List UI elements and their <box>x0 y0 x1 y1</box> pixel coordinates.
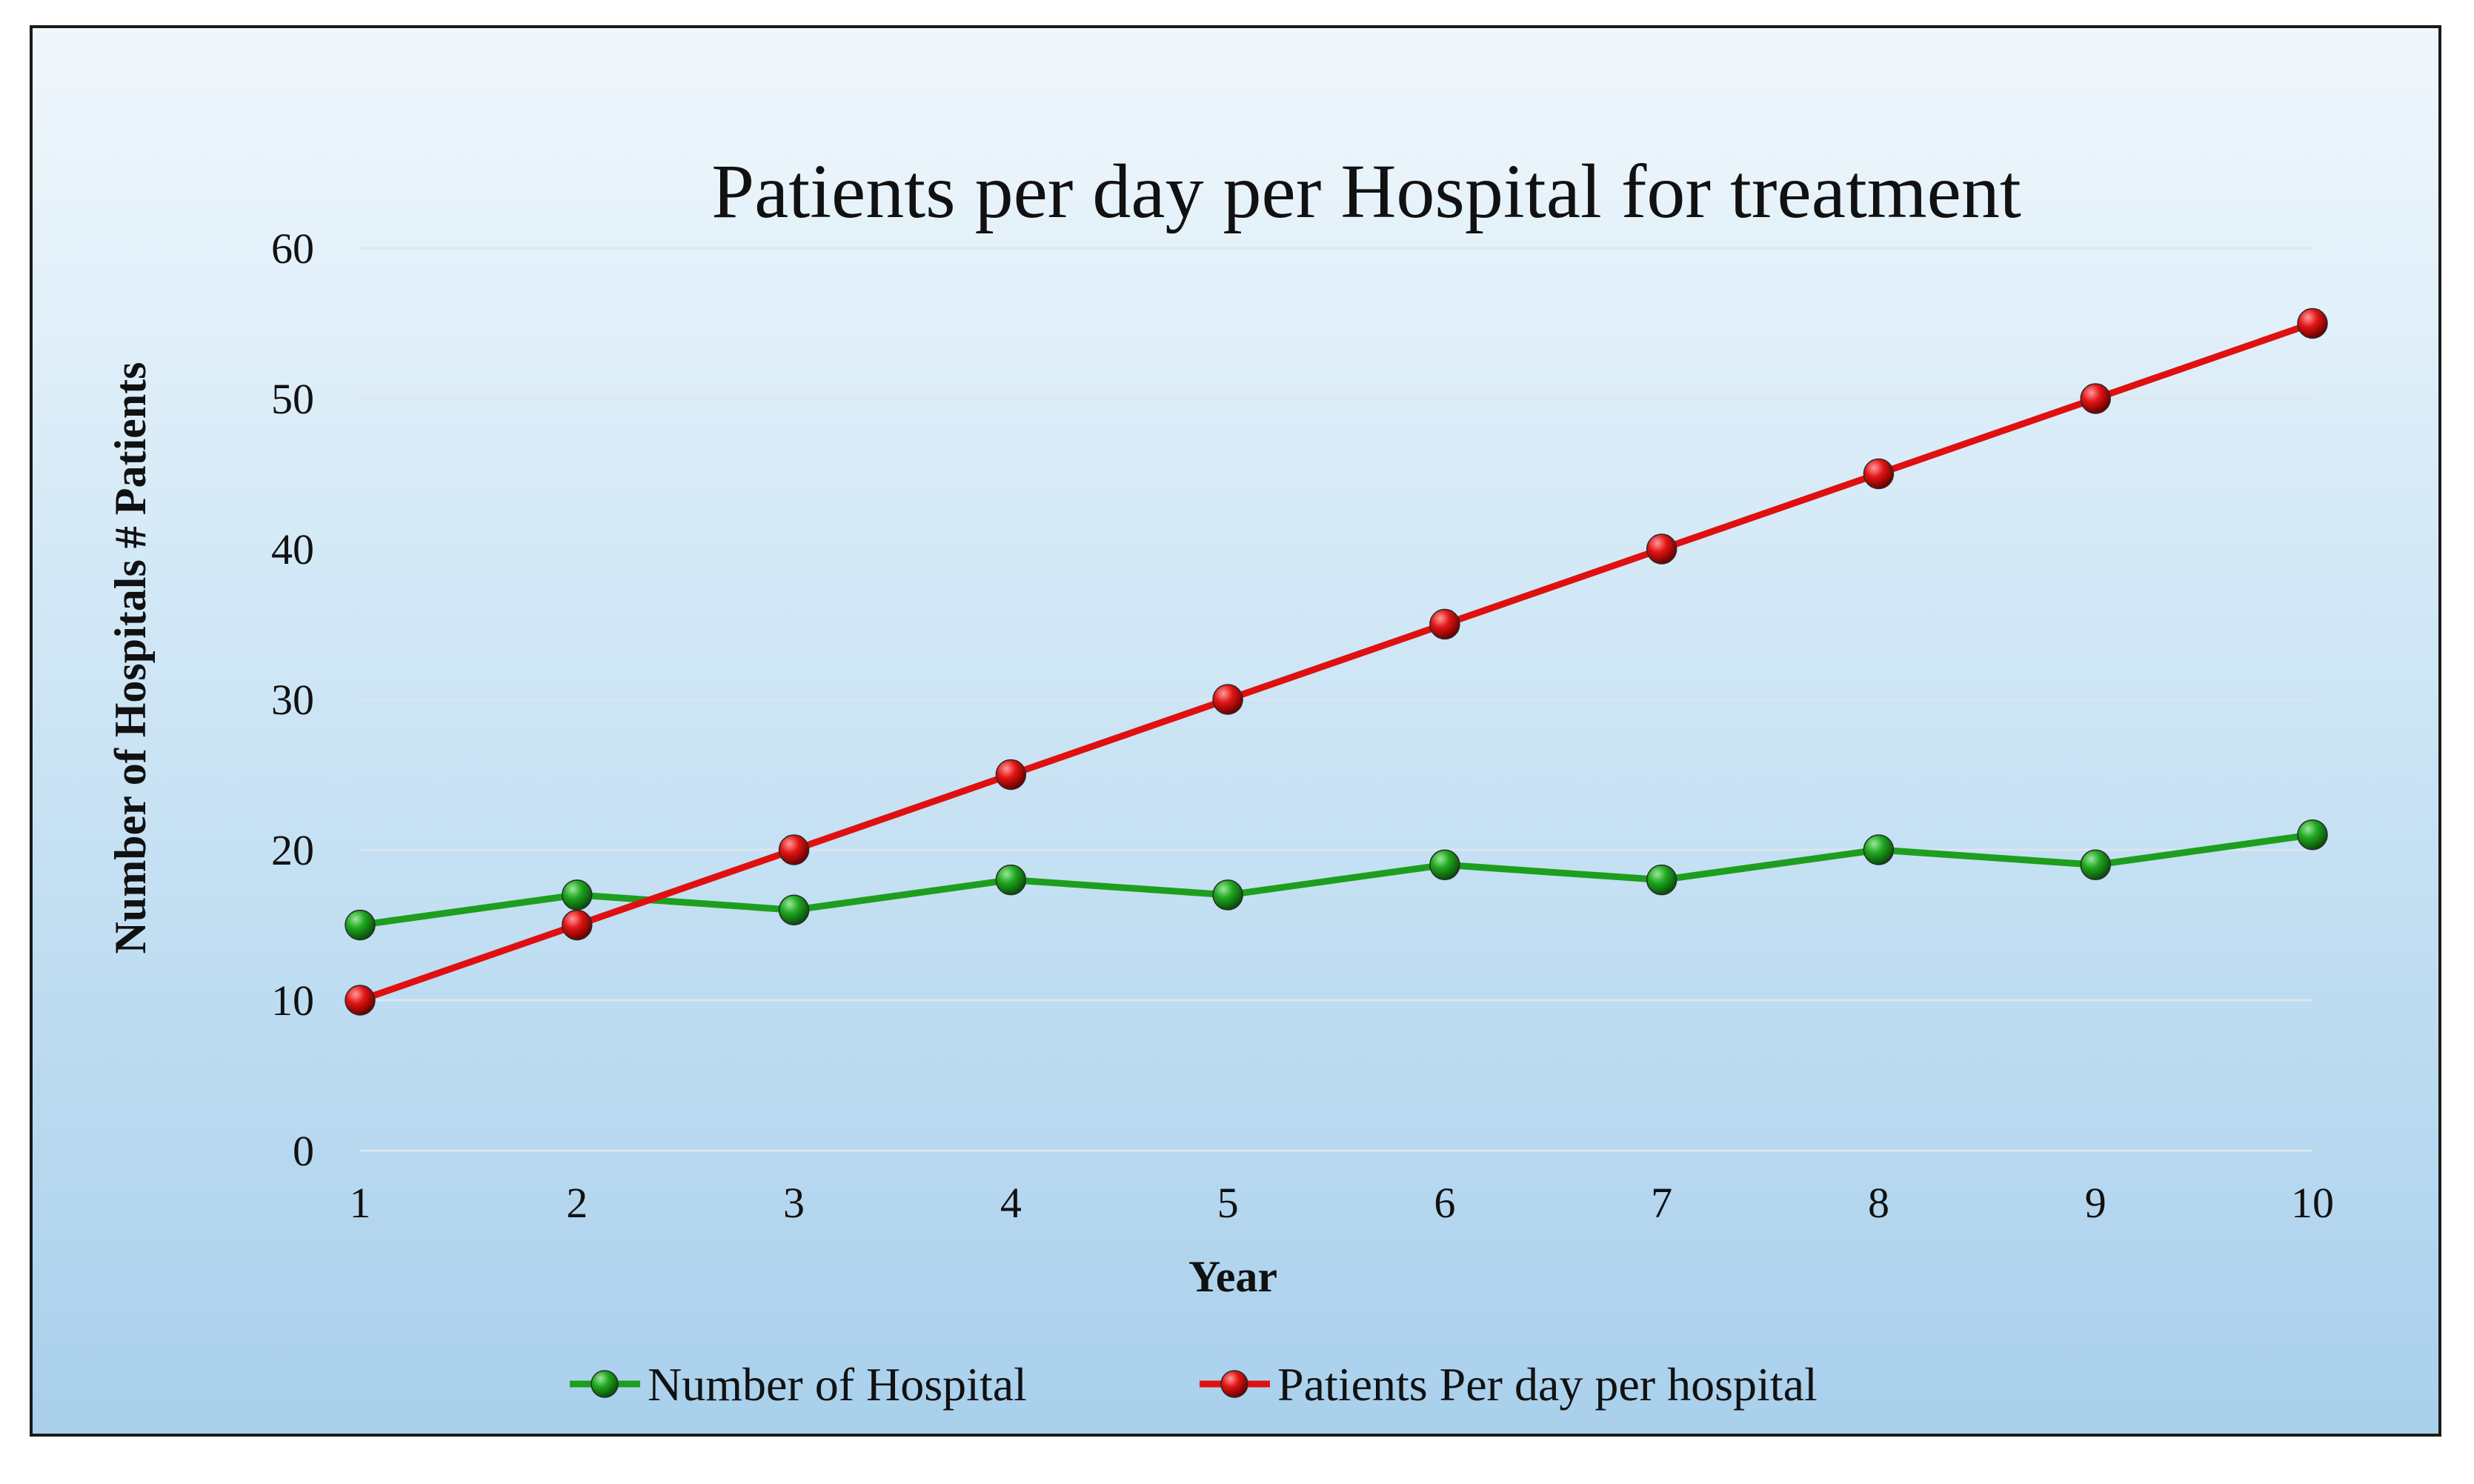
legend-label: Patients Per day per hospital <box>1277 1358 1818 1411</box>
gridlines <box>360 247 2312 1152</box>
data-point-series-1 <box>1212 879 1243 911</box>
y-tick-label: 0 <box>293 1127 314 1175</box>
chart-title: Patients per day per Hospital for treatm… <box>711 149 2021 234</box>
data-point-series-1 <box>1863 834 1895 865</box>
x-tick-label: 5 <box>1217 1179 1239 1227</box>
x-tick-label: 6 <box>1434 1179 1455 1227</box>
data-point-series-2 <box>1646 533 1677 565</box>
series-markers <box>345 307 2328 1016</box>
y-tick-label: 30 <box>271 676 314 724</box>
data-point-series-1 <box>995 864 1027 896</box>
legend-swatch-marker <box>1220 1370 1248 1398</box>
x-axis-ticks: 1 2 3 4 5 6 7 8 9 10 <box>350 1179 2335 1227</box>
data-point-series-2 <box>995 759 1027 791</box>
y-axis-title: Number of Hospitals # Patients <box>106 362 155 954</box>
y-tick-label: 40 <box>271 525 314 573</box>
data-point-series-2 <box>1212 684 1243 715</box>
data-point-series-2 <box>778 834 810 865</box>
x-tick-label: 7 <box>1651 1179 1672 1227</box>
x-tick-label: 4 <box>1000 1179 1022 1227</box>
legend: Number of Hospital Patients Per day per h… <box>570 1358 1818 1411</box>
data-point-series-2 <box>1863 458 1895 490</box>
x-tick-label: 3 <box>783 1179 805 1227</box>
legend-label: Number of Hospital <box>648 1358 1027 1411</box>
x-tick-label: 8 <box>1868 1179 1889 1227</box>
x-tick-label: 2 <box>566 1179 588 1227</box>
series-line-2 <box>359 320 2314 1004</box>
y-tick-label: 20 <box>271 826 314 874</box>
y-tick-label: 10 <box>271 976 314 1025</box>
y-axis-ticks: 0 10 20 30 40 50 60 <box>271 224 314 1175</box>
data-point-series-1 <box>778 894 810 925</box>
x-tick-label: 10 <box>2291 1179 2334 1227</box>
x-tick-label: 1 <box>350 1179 371 1227</box>
data-point-series-1 <box>1429 849 1460 881</box>
data-point-series-1 <box>2297 819 2328 851</box>
legend-swatch-marker <box>591 1370 619 1398</box>
x-tick-label: 9 <box>2085 1179 2106 1227</box>
line-chart: Patients per day per Hospital for treatm… <box>106 149 2335 1411</box>
data-point-series-2 <box>1429 608 1460 640</box>
data-point-series-1 <box>345 909 376 941</box>
data-point-series-1 <box>2080 849 2111 881</box>
data-point-series-2 <box>2080 383 2111 414</box>
data-point-series-2 <box>562 909 593 941</box>
data-point-series-1 <box>562 879 593 911</box>
data-point-series-1 <box>1646 864 1677 896</box>
series-line-1 <box>359 831 2313 928</box>
x-axis-title: Year <box>1188 1252 1277 1301</box>
data-point-series-2 <box>2297 307 2328 339</box>
data-point-series-2 <box>345 985 376 1016</box>
y-tick-label: 60 <box>271 224 314 273</box>
chart-frame: Patients per day per Hospital for treatm… <box>30 25 2441 1437</box>
series-lines <box>359 320 2314 1004</box>
y-tick-label: 50 <box>271 375 314 423</box>
